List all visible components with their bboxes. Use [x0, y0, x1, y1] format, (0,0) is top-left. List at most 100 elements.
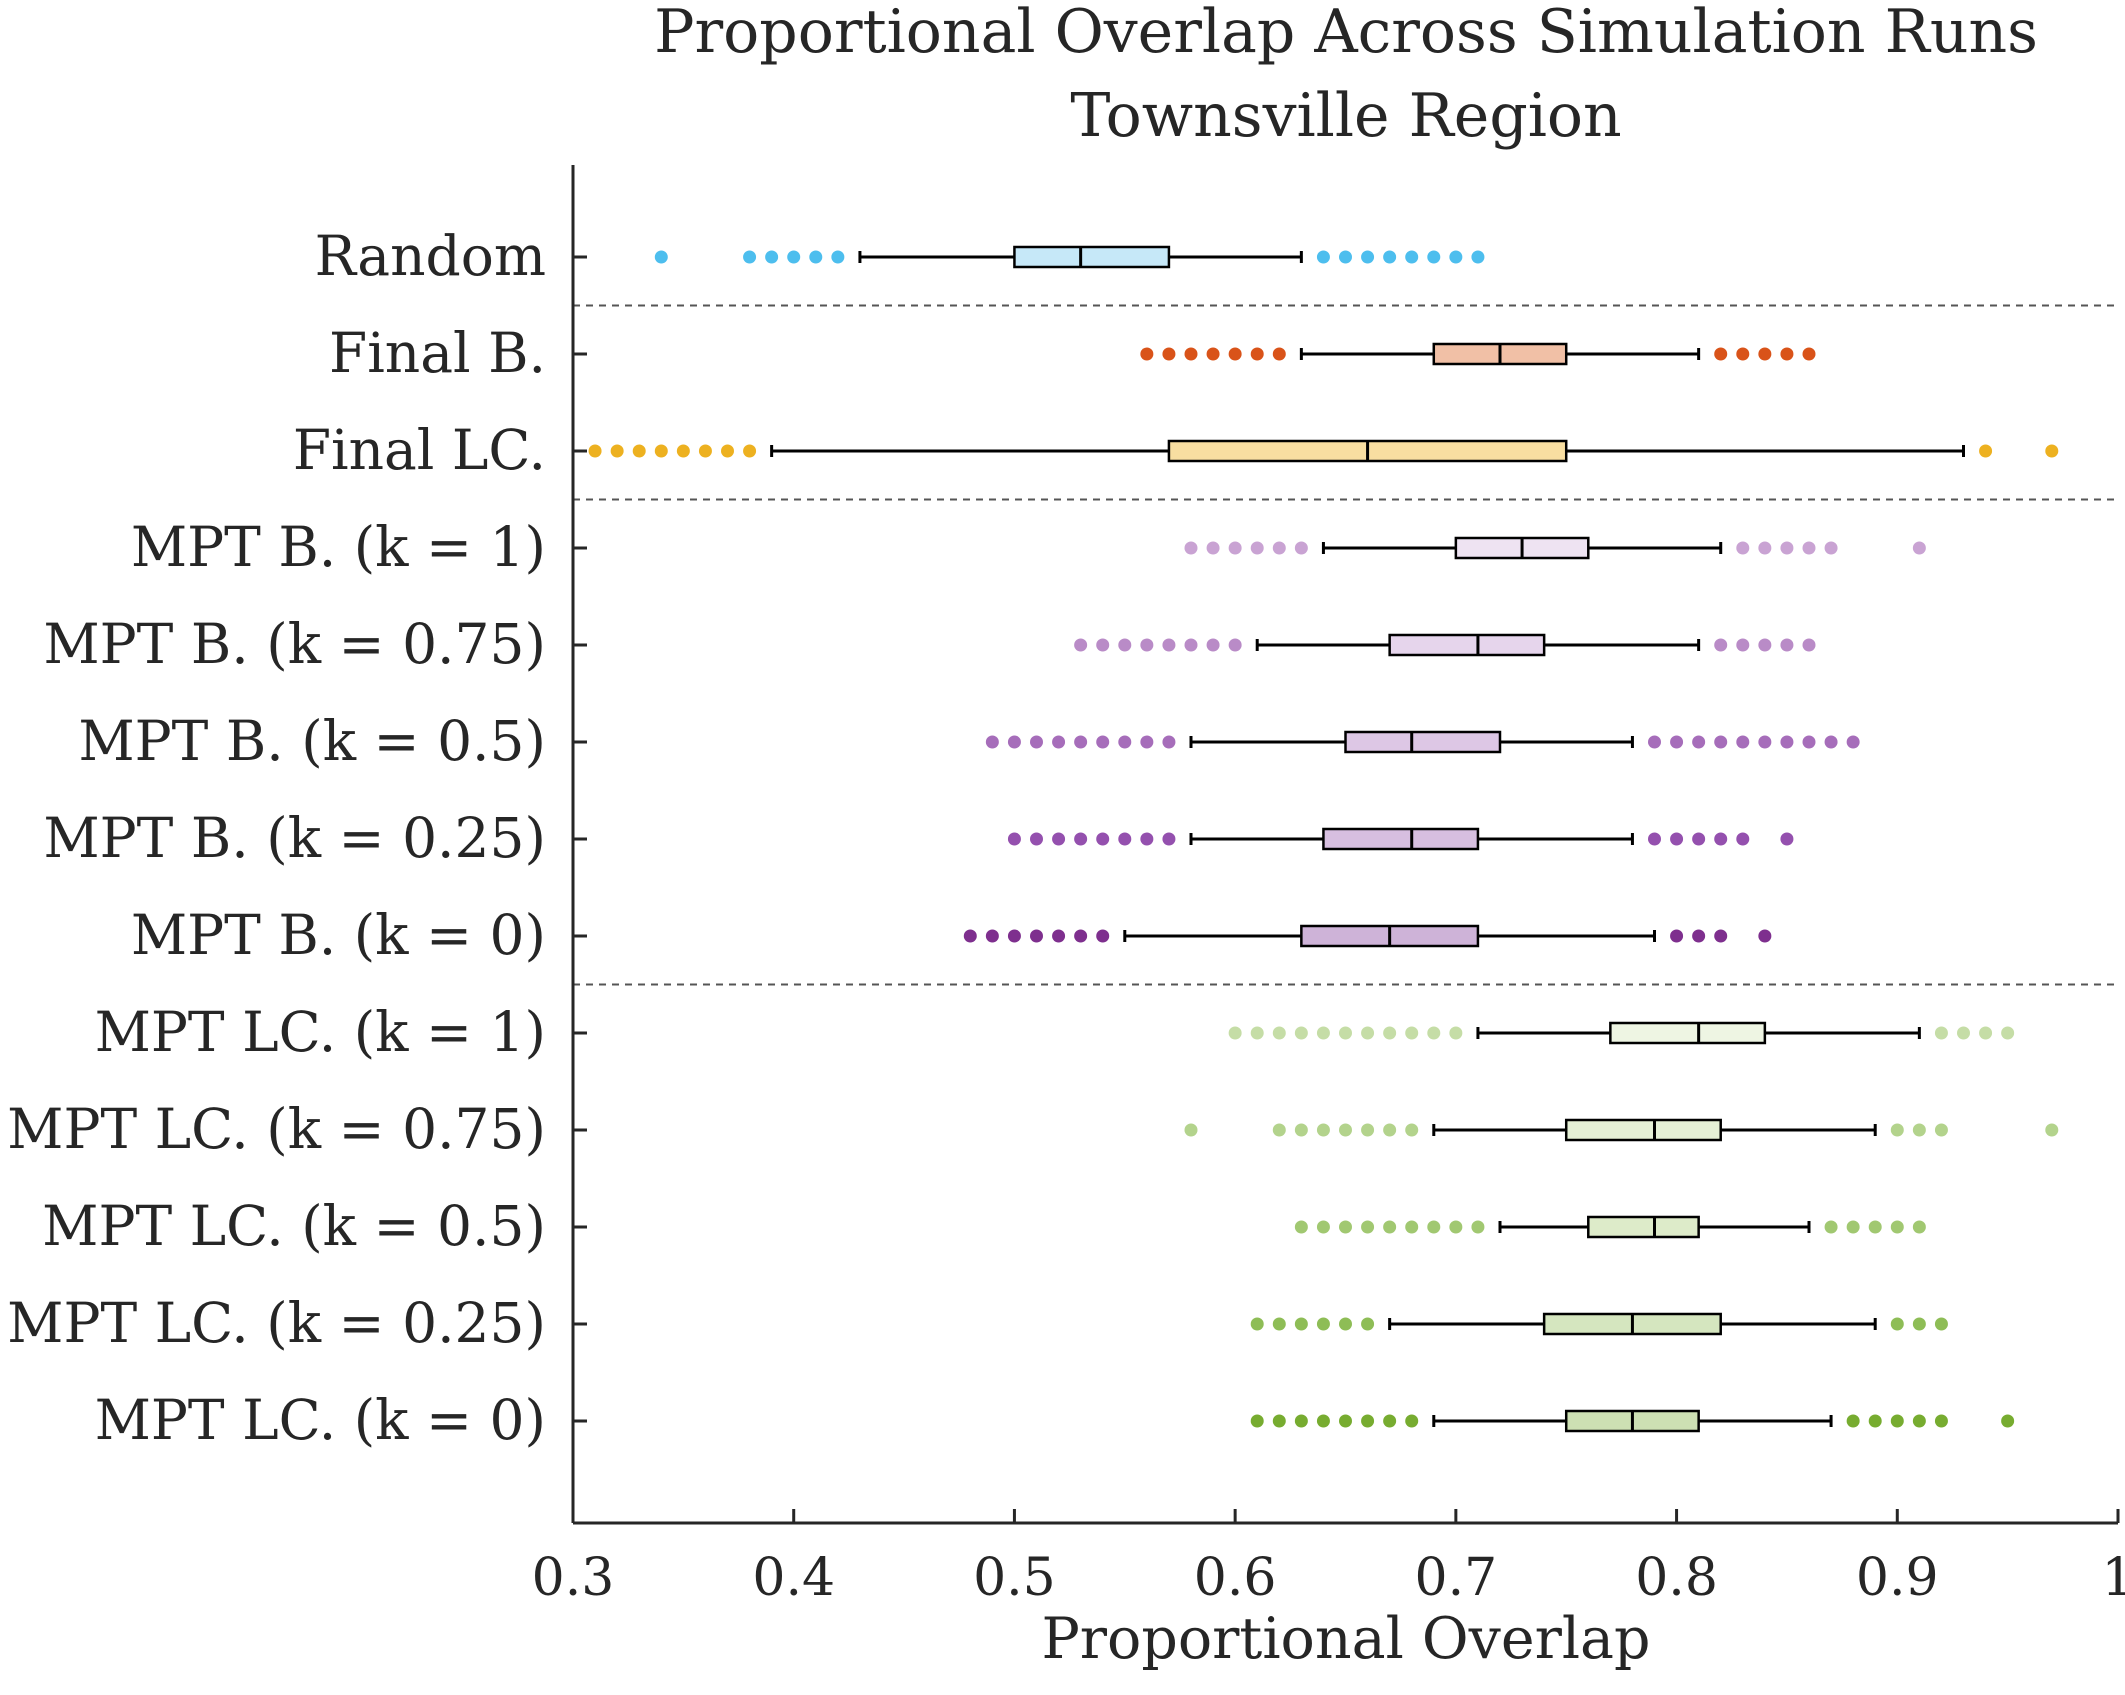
outlier-point: [1007, 832, 1021, 846]
outlier-point: [1339, 1026, 1352, 1040]
group-separators: [573, 304, 2118, 986]
outlier-point: [1383, 250, 1397, 264]
outlier-point: [1383, 1220, 1397, 1234]
outlier-point: [1316, 1414, 1330, 1428]
outlier-point: [1780, 541, 1794, 555]
x-tick-label: 0.7: [1415, 1548, 1498, 1608]
outlier-point: [787, 250, 801, 264]
outlier-point: [1096, 832, 1110, 846]
category-label: MPT B. (k = 0.5): [78, 709, 546, 773]
outlier-point: [1118, 735, 1132, 749]
outlier-point: [1449, 250, 1463, 264]
outlier-point: [1228, 1026, 1242, 1040]
outlier-point: [1780, 735, 1794, 749]
category-label: MPT LC. (k = 0.75): [7, 1097, 546, 1161]
outlier-point: [1316, 1123, 1330, 1137]
category-label: Final B.: [329, 321, 546, 385]
outlier-point: [1890, 1414, 1904, 1428]
outlier-point: [1140, 735, 1154, 749]
outlier-point: [1692, 929, 1706, 943]
outlier-point: [1250, 1317, 1264, 1331]
outlier-point: [1758, 929, 1772, 943]
outlier-point: [1934, 1317, 1948, 1331]
outlier-point: [2045, 1123, 2059, 1137]
outlier-point: [676, 444, 690, 458]
outlier-point: [1405, 1414, 1419, 1428]
outlier-point: [765, 250, 779, 264]
box-group-0: [573, 245, 1485, 269]
outlier-point: [1162, 832, 1176, 846]
outlier-point: [632, 444, 646, 458]
outlier-point: [1714, 638, 1728, 652]
outlier-point: [1736, 347, 1750, 361]
outlier-point: [1294, 1220, 1308, 1234]
x-tick-label: 0.9: [1856, 1548, 1939, 1608]
outlier-point: [1339, 1220, 1352, 1234]
x-tick-label: 0.3: [532, 1548, 615, 1608]
category-label: MPT LC. (k = 1): [95, 1000, 546, 1064]
outlier-point: [1184, 541, 1198, 555]
outlier-point: [1714, 347, 1728, 361]
outlier-point: [1250, 347, 1264, 361]
outlier-point: [1692, 735, 1706, 749]
outlier-point: [1030, 832, 1043, 846]
outlier-point: [985, 929, 999, 943]
box-group-6: [573, 827, 1794, 851]
outlier-point: [1074, 929, 1088, 943]
x-tick-label: 0.6: [1194, 1548, 1277, 1608]
outlier-point: [2001, 1026, 2015, 1040]
box-iqr: [1388, 633, 1546, 657]
outlier-point: [1250, 1414, 1264, 1428]
outlier-point: [1449, 1026, 1463, 1040]
box-group-2: [573, 439, 2059, 463]
outlier-point: [1206, 638, 1220, 652]
outlier-point: [1339, 1123, 1352, 1137]
outlier-point: [1427, 250, 1441, 264]
box-iqr: [1609, 1021, 1767, 1045]
outlier-point: [1339, 250, 1352, 264]
outlier-point: [985, 735, 999, 749]
outlier-point: [1890, 1317, 1904, 1331]
outlier-point: [1736, 541, 1750, 555]
outlier-point: [1912, 1414, 1926, 1428]
box-group-11: [573, 1312, 1948, 1336]
outlier-point: [1471, 250, 1485, 264]
outlier-point: [1184, 347, 1198, 361]
outlier-point: [1846, 1220, 1860, 1234]
outlier-point: [610, 444, 624, 458]
outlier-point: [1162, 638, 1176, 652]
outlier-point: [1030, 929, 1043, 943]
outlier-point: [1030, 735, 1043, 749]
outlier-point: [1802, 347, 1816, 361]
outlier-point: [1912, 541, 1926, 555]
outlier-point: [1250, 541, 1264, 555]
outlier-point: [743, 444, 757, 458]
outlier-point: [1140, 832, 1154, 846]
outlier-point: [1361, 1317, 1375, 1331]
box-iqr: [1013, 245, 1171, 269]
outlier-point: [1383, 1414, 1397, 1428]
outlier-point: [831, 250, 845, 264]
outlier-point: [1736, 832, 1750, 846]
outlier-point: [1692, 832, 1706, 846]
outlier-point: [1824, 541, 1838, 555]
outlier-point: [654, 250, 668, 264]
outlier-point: [1184, 1123, 1198, 1137]
x-ticks: 0.3 0.4 0.5 0.6 0.7 0.8 0.9 1: [532, 1509, 2125, 1608]
outlier-point: [1934, 1123, 1948, 1137]
outlier-point: [1316, 250, 1330, 264]
outlier-point: [1890, 1220, 1904, 1234]
outlier-point: [1934, 1414, 1948, 1428]
outlier-point: [1294, 541, 1308, 555]
outlier-point: [1758, 347, 1772, 361]
outlier-point: [1074, 735, 1088, 749]
outlier-point: [654, 444, 668, 458]
outlier-point: [1912, 1123, 1926, 1137]
outlier-point: [1361, 1123, 1375, 1137]
outlier-point: [1118, 832, 1132, 846]
outlier-point: [1052, 929, 1066, 943]
outlier-point: [809, 250, 823, 264]
outlier-point: [1294, 1123, 1308, 1137]
outlier-point: [1272, 1123, 1286, 1137]
outlier-point: [1228, 638, 1242, 652]
